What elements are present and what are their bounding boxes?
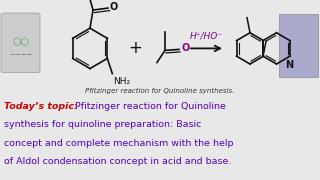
Text: O: O xyxy=(181,43,189,53)
Text: NH₂: NH₂ xyxy=(113,77,131,86)
Text: concept and complete mechanism with the help: concept and complete mechanism with the … xyxy=(4,139,234,148)
Text: ⬡⬡: ⬡⬡ xyxy=(12,37,29,47)
Text: Pfitzinger reaction for Quinoline: Pfitzinger reaction for Quinoline xyxy=(72,102,226,111)
Text: Pfitzinger reaction for Quinoline synthesis.: Pfitzinger reaction for Quinoline synthe… xyxy=(85,88,235,94)
FancyBboxPatch shape xyxy=(1,13,40,73)
Text: H⁺/HO⁻: H⁺/HO⁻ xyxy=(190,32,223,41)
Text: N: N xyxy=(285,60,293,70)
Text: Today’s topic:: Today’s topic: xyxy=(4,102,78,111)
Text: of Aldol condensation concept in acid and base.: of Aldol condensation concept in acid an… xyxy=(4,157,231,166)
Text: synthesis for quinoline preparation: Basic: synthesis for quinoline preparation: Bas… xyxy=(4,120,201,129)
Text: +: + xyxy=(128,39,142,57)
FancyBboxPatch shape xyxy=(279,14,318,77)
Text: ~~~~: ~~~~ xyxy=(9,52,32,58)
Text: O: O xyxy=(109,2,118,12)
